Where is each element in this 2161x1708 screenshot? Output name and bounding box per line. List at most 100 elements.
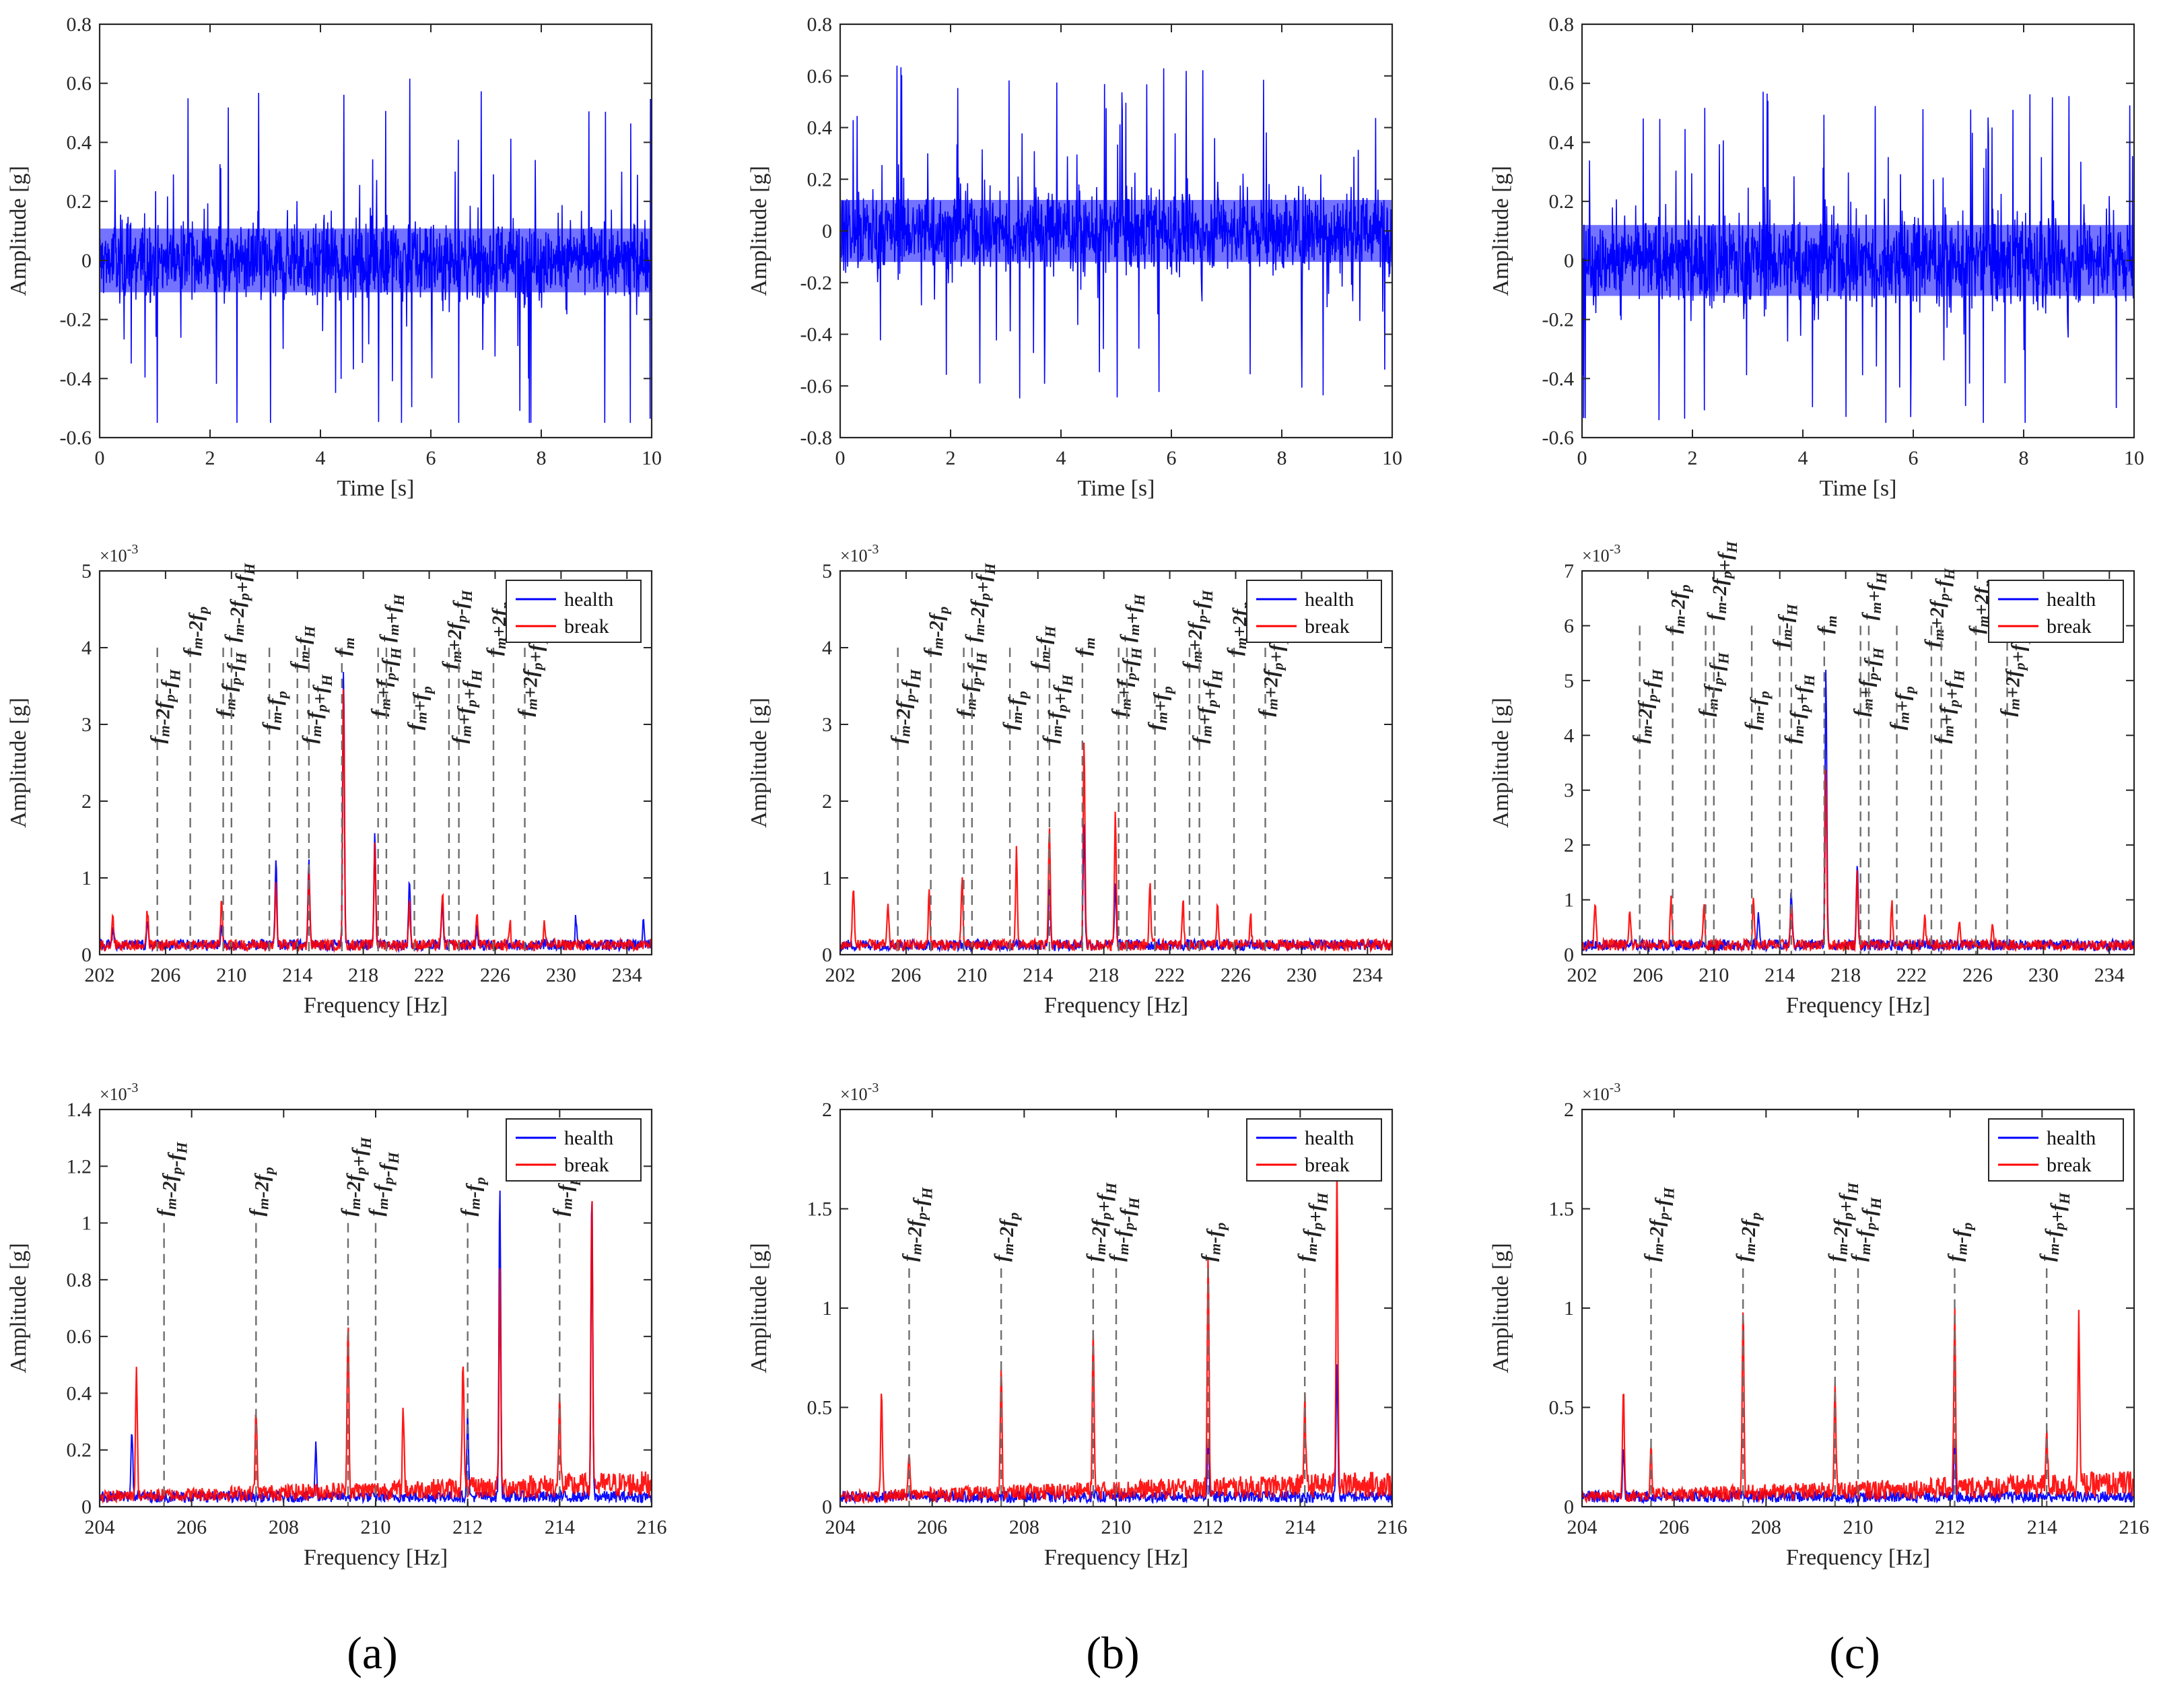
y-axis-label: Amplitude [g]: [747, 697, 771, 828]
y-tick-label: 0.6: [807, 65, 833, 88]
y-tick-label: 1: [81, 1212, 92, 1235]
y-tick-label: 0.2: [807, 168, 833, 191]
axes-box: [1581, 570, 2135, 956]
x-tick-label: 222: [1896, 964, 1927, 986]
x-tick-label: 0: [835, 447, 846, 469]
x-tick-label: 8: [1277, 447, 1287, 469]
marker-label: fm-2fp: [920, 607, 952, 656]
axis-multiplier: ×10-3: [100, 542, 138, 566]
x-tick-label: 210: [1699, 964, 1729, 986]
y-tick-label: 2: [1564, 1099, 1574, 1121]
y-tick-label: 0: [81, 1496, 92, 1518]
x-tick-label: 214: [1023, 964, 1053, 986]
x-tick-label: 0: [1577, 447, 1587, 469]
x-tick-label: 230: [546, 964, 576, 986]
y-tick-label: 0.5: [1549, 1397, 1575, 1419]
x-tick-label: 208: [269, 1516, 299, 1538]
x-tick-label: 214: [2027, 1516, 2057, 1538]
marker-label: fm-2fp: [1662, 584, 1694, 634]
x-tick-label: 202: [1567, 964, 1598, 986]
x-tick-label: 234: [1352, 964, 1383, 986]
y-axis-label: Amplitude [g]: [1488, 166, 1513, 296]
chart-c1: 0 2 4 6 8 10 -0.6 -0.4 -0.2 0 0.2 0.4 0.6 0.8 Time [s]…: [1488, 13, 2144, 501]
x-tick-label: 230: [1287, 964, 1317, 986]
y-tick-label: -0.2: [60, 309, 92, 331]
marker-label: fm-fp-fH: [1847, 1197, 1884, 1262]
legend-break: break: [1305, 1154, 1350, 1176]
x-tick-label: 8: [537, 447, 547, 469]
marker-label: fm+fp-fH: [1108, 647, 1145, 716]
y-tick-label: 1: [81, 867, 92, 889]
marker-label: fm-2fp+fH: [1083, 1182, 1120, 1262]
marker-label: fm-fp-fH: [953, 652, 990, 716]
marker-label: fm-fp: [259, 691, 290, 730]
y-tick-label: 0: [81, 944, 92, 966]
y-tick-label: 0: [1564, 944, 1574, 966]
x-tick-label: 230: [2028, 964, 2059, 986]
panel-caption: (c): [1829, 1627, 1880, 1678]
y-tick-label: 0: [822, 220, 832, 242]
y-tick-label: 1.4: [67, 1099, 92, 1121]
y-axis-label: Amplitude [g]: [6, 1243, 31, 1373]
y-tick-label: 0.5: [807, 1397, 833, 1419]
y-tick-label: 0.4: [67, 131, 92, 153]
marker-label: fm-fp-fH: [213, 652, 250, 716]
y-axis-label: Amplitude [g]: [6, 697, 31, 828]
y-tick-label: 0.6: [67, 73, 92, 95]
y-tick-label: 1: [822, 867, 832, 889]
legend-health: health: [564, 1127, 613, 1149]
marker-label: fm+2fp+fH: [1997, 632, 2034, 716]
x-tick-label: 206: [150, 964, 180, 986]
x-tick-label: 206: [891, 964, 921, 986]
marker-label: fm+fp: [1886, 686, 1918, 730]
x-tick-label: 218: [1830, 964, 1861, 986]
marker-label: fm-2fp: [990, 1212, 1022, 1262]
y-tick-label: 1: [1564, 889, 1574, 912]
legend-box: [1988, 1118, 2124, 1182]
marker-label: fm+fp+fH: [1931, 669, 1968, 743]
y-tick-label: 7: [1564, 560, 1574, 582]
legend-health: health: [564, 588, 613, 611]
marker-label: fm+fH: [376, 594, 407, 642]
y-axis-label: Amplitude [g]: [747, 1243, 771, 1373]
y-tick-label: 3: [1564, 780, 1574, 802]
marker-label: fm-2fp+fH: [221, 563, 258, 642]
marker-label: fm-2fp+fH: [961, 563, 998, 642]
x-tick-label: 206: [1633, 964, 1663, 986]
y-tick-label: 0.8: [67, 1269, 92, 1291]
x-tick-label: 218: [1089, 964, 1119, 986]
chart-b1: 0 2 4 6 8 10 -0.8 -0.6 -0.4 -0.2 0 0.2 0.4 0.6 0.8 Time…: [747, 13, 1402, 501]
marker-label: fm-2fp: [1732, 1212, 1764, 1262]
y-tick-label: 0.6: [67, 1326, 92, 1348]
axes-box: [839, 570, 1394, 956]
x-tick-label: 204: [85, 1516, 115, 1538]
x-axis-label: Frequency [Hz]: [304, 993, 448, 1018]
axes-box: [1581, 23, 2135, 439]
x-tick-label: 226: [1962, 964, 1993, 986]
legend-break: break: [2047, 1154, 2092, 1176]
axes-box: [98, 23, 653, 439]
x-axis-label: Time [s]: [1078, 476, 1155, 501]
x-tick-label: 222: [1155, 964, 1185, 986]
x-tick-label: 210: [216, 964, 246, 986]
axes-box: [98, 570, 653, 956]
x-axis-label: Frequency [Hz]: [1786, 1545, 1930, 1570]
marker-label: fm+2fp-fH: [1921, 568, 1958, 647]
axis-multiplier: ×10-3: [1582, 1081, 1620, 1104]
marker-label: fm-fp+fH: [298, 674, 335, 743]
marker-label: fm-fp: [1741, 691, 1773, 730]
marker-label: fm: [1072, 638, 1098, 656]
marker-label: fm+2fp+fH: [1255, 632, 1292, 716]
axis-multiplier: ×10-3: [840, 542, 879, 566]
x-tick-label: 210: [1843, 1516, 1874, 1538]
y-tick-label: 2: [1564, 834, 1574, 856]
y-tick-label: 5: [81, 560, 92, 582]
x-tick-label: 212: [452, 1516, 483, 1538]
marker-label: fm-2fp-fH: [887, 669, 924, 743]
marker-label: fm-fp-fH: [365, 1151, 402, 1216]
legend-break: break: [564, 1154, 609, 1176]
marker-label: fm-fp+fH: [1294, 1192, 1331, 1262]
marker-label: fm-2fp+fH: [337, 1136, 374, 1216]
legend-break: break: [2047, 615, 2092, 638]
